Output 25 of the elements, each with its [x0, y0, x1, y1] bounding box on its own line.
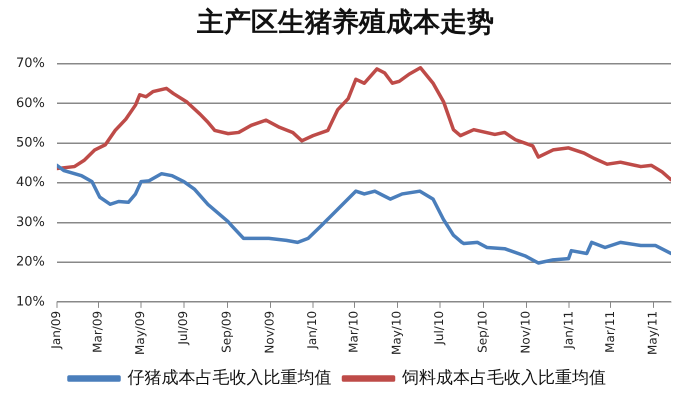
- chart-title: 主产区生猪养殖成本走势: [196, 6, 495, 40]
- x-tick-label: Jan/10: [305, 310, 320, 350]
- x-tick-label: May/11: [646, 310, 660, 356]
- x-tick-label: Jul/10: [432, 310, 446, 346]
- x-tick-label: Nov/09: [262, 310, 276, 354]
- legend-label: 仔猪成本占毛收入比重均值: [128, 368, 332, 388]
- x-tick-label: May/09: [133, 310, 148, 356]
- y-tick-label: 70%: [16, 56, 45, 72]
- x-tick-label: Jan/11: [561, 310, 576, 350]
- x-tick-label: Jan/09: [49, 310, 64, 350]
- x-tick-label: Nov/10: [518, 310, 533, 354]
- x-tick-label: Sep/09: [220, 310, 234, 353]
- y-tick-label: 30%: [16, 214, 45, 230]
- y-tick-label: 60%: [16, 96, 45, 111]
- x-tick-label: Mar/09: [90, 310, 104, 353]
- y-tick-label: 50%: [16, 136, 45, 151]
- x-tick-label: Jul/09: [176, 310, 190, 346]
- y-tick-label: 20%: [16, 254, 45, 270]
- x-tick-label: Mar/10: [346, 310, 361, 353]
- legend-label: 饲料成本占毛收入比重均值: [401, 368, 606, 388]
- x-tick-label: May/10: [389, 310, 404, 356]
- y-tick-label: 40%: [16, 175, 45, 190]
- x-tick-label: Mar/11: [602, 310, 617, 353]
- x-tick-label: Sep/10: [476, 310, 490, 353]
- y-tick-label: 10%: [16, 294, 45, 310]
